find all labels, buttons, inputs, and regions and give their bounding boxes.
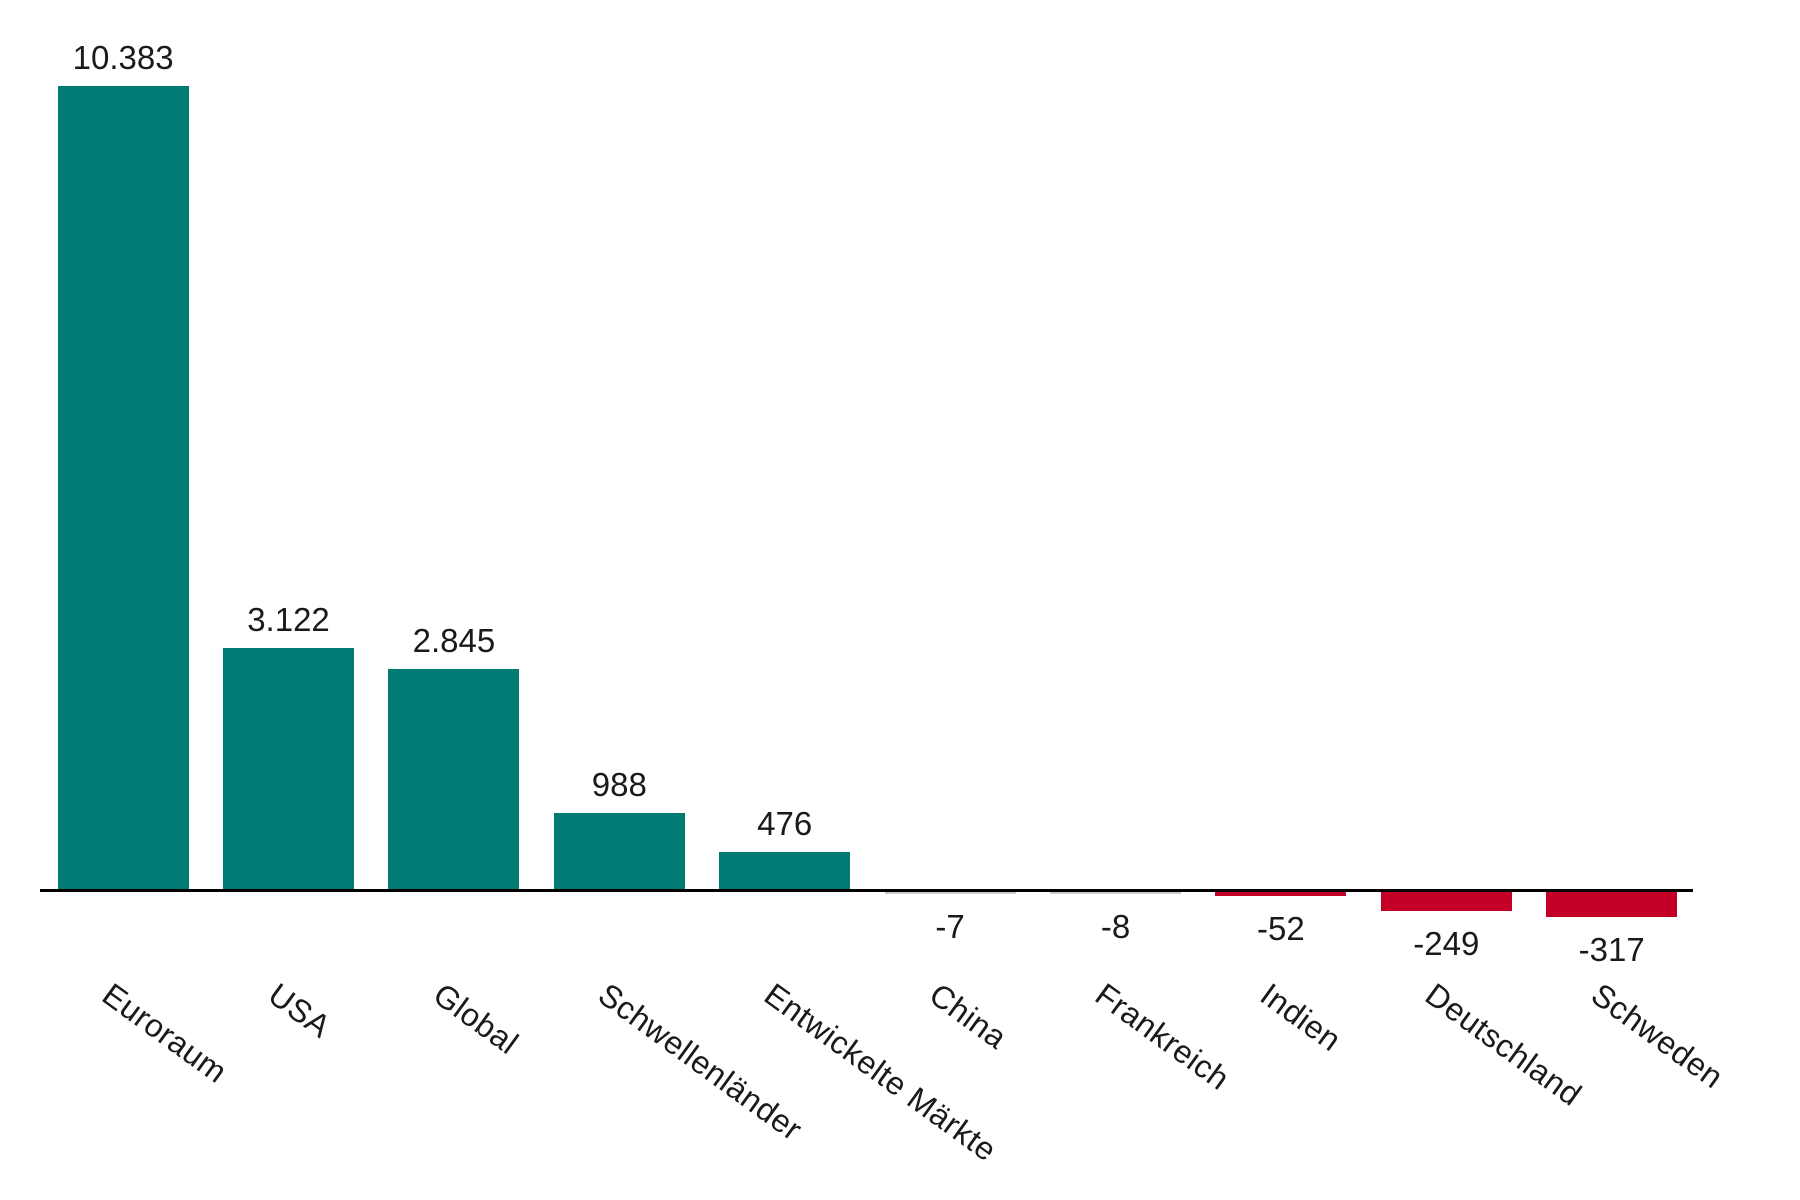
bar-deutschland xyxy=(1380,892,1512,912)
value-label: 476 xyxy=(757,805,813,843)
category-label: China xyxy=(922,976,1014,1056)
bar-euroraum xyxy=(57,85,189,889)
value-label: -52 xyxy=(1257,910,1305,948)
value-label: -7 xyxy=(935,908,965,945)
category-label: Deutschland xyxy=(1419,976,1589,1113)
value-label: -8 xyxy=(1100,908,1131,945)
category-label: USA xyxy=(261,976,337,1045)
bar-china xyxy=(884,892,1016,894)
bar-usa xyxy=(223,647,354,889)
value-label: 3.122 xyxy=(247,600,330,638)
value-label: 988 xyxy=(591,765,647,803)
bar-schweden xyxy=(1546,892,1678,917)
category-label: Global xyxy=(426,976,526,1062)
bar-indien xyxy=(1215,892,1347,897)
value-label: 2.845 xyxy=(412,621,496,659)
category-label: Frankreich xyxy=(1088,976,1236,1097)
bar-schwellenl-nder xyxy=(553,812,685,889)
bar-global xyxy=(388,668,520,889)
bar-entwickelte-m-rkte xyxy=(719,852,851,889)
category-label: Indien xyxy=(1253,976,1348,1059)
value-label: -249 xyxy=(1413,925,1480,963)
bar-frankreich xyxy=(1050,892,1181,894)
value-label: -317 xyxy=(1578,930,1645,968)
category-label: Schweden xyxy=(1584,976,1730,1096)
category-label: Euroraum xyxy=(95,976,234,1091)
value-label: 10.383 xyxy=(72,38,174,76)
x-axis-line xyxy=(40,889,1693,892)
